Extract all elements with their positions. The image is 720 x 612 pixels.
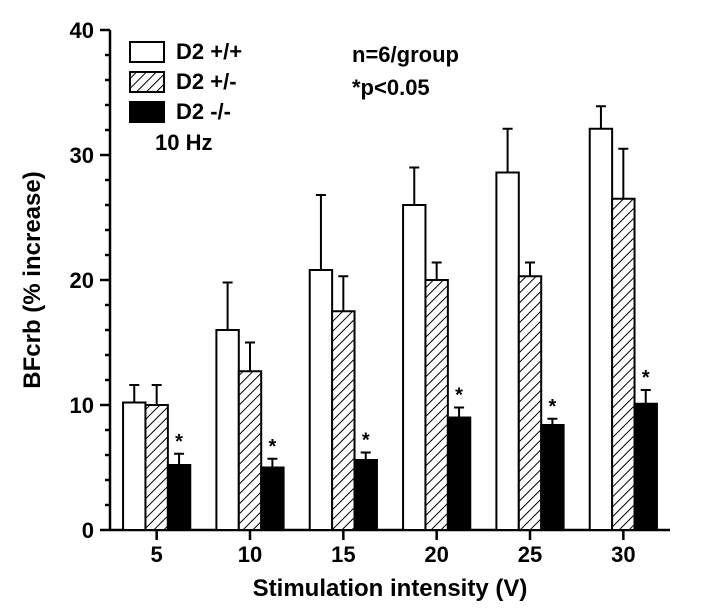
svg-text:5: 5	[151, 542, 163, 567]
bar-d2pp	[123, 403, 145, 531]
svg-text:30: 30	[70, 143, 94, 168]
significance-marker: *	[549, 396, 557, 418]
bar-d2pp	[216, 330, 238, 530]
svg-text:15: 15	[331, 542, 355, 567]
legend-swatch-d2mm	[130, 102, 164, 122]
bar-d2pm	[425, 280, 447, 530]
bar-d2pm	[239, 371, 261, 530]
svg-text:30: 30	[611, 542, 635, 567]
significance-marker: *	[455, 385, 463, 407]
svg-text:10: 10	[238, 542, 262, 567]
legend-label-d2pm: D2 +/-	[176, 69, 237, 94]
svg-text:20: 20	[70, 268, 94, 293]
svg-text:20: 20	[424, 542, 448, 567]
chart-svg: 0 10 20 30 40 BFcrb (% increase) 5 10 15 20 25 30 St…	[0, 0, 720, 612]
bar-d2pp	[496, 173, 518, 531]
significance-marker: *	[642, 367, 650, 389]
bar-d2pp	[590, 129, 612, 530]
bar-d2pp	[310, 270, 332, 530]
legend-swatch-d2pp	[130, 42, 164, 62]
bar-d2pm	[519, 276, 541, 530]
bar-d2mm	[541, 425, 563, 530]
y-axis-title: BFcrb (% increase)	[19, 171, 46, 388]
bar-d2mm	[355, 460, 377, 530]
bar-chart: 0 10 20 30 40 BFcrb (% increase) 5 10 15 20 25 30 St…	[0, 0, 720, 612]
bar-d2mm	[635, 404, 657, 530]
svg-text:40: 40	[70, 18, 94, 43]
annotation-n: n=6/group	[352, 42, 459, 67]
bar-d2pp	[403, 205, 425, 530]
significance-marker: *	[269, 436, 277, 458]
legend-swatch-d2pm	[130, 72, 164, 92]
legend-label-d2mm: D2 -/-	[176, 99, 231, 124]
bar-d2pm	[612, 199, 634, 530]
annotation-hz: 10 Hz	[155, 130, 212, 155]
svg-text:0: 0	[82, 518, 94, 543]
bar-d2pm	[145, 405, 167, 530]
bar-d2pm	[332, 311, 354, 530]
svg-text:25: 25	[518, 542, 542, 567]
bar-d2mm	[261, 468, 283, 531]
significance-marker: *	[175, 431, 183, 453]
bar-d2mm	[168, 465, 190, 530]
annotation-p: *p<0.05	[352, 75, 430, 100]
svg-text:10: 10	[70, 393, 94, 418]
bar-d2mm	[448, 418, 470, 531]
x-axis-title: Stimulation intensity (V)	[253, 575, 528, 602]
legend-label-d2pp: D2 +/+	[176, 39, 242, 64]
significance-marker: *	[362, 430, 370, 452]
